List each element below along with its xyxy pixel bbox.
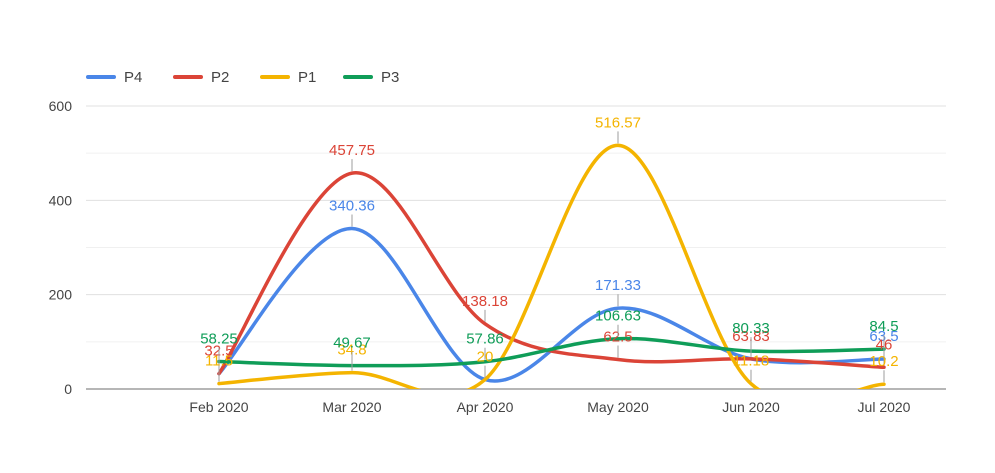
legend-item-p2[interactable]: P2 — [173, 69, 229, 86]
x-tick-label: Mar 2020 — [322, 399, 381, 415]
x-tick-label: Feb 2020 — [189, 399, 248, 415]
y-tick-label: 200 — [49, 287, 73, 303]
legend-label: P4 — [124, 69, 142, 86]
legend-item-p3[interactable]: P3 — [343, 69, 399, 86]
data-label: 63.83 — [732, 328, 770, 345]
data-label: 11.18 — [733, 353, 769, 370]
data-label: 10.2 — [869, 353, 898, 370]
data-label: 138.18 — [462, 293, 508, 310]
y-tick-label: 400 — [49, 192, 73, 208]
legend[interactable]: P4 P2 P1 P3 — [86, 69, 399, 86]
data-label: 340.36 — [329, 197, 375, 214]
data-label: 171.33 — [595, 277, 641, 294]
data-label: 457.75 — [329, 142, 375, 159]
data-label: 62.5 — [603, 329, 632, 346]
data-label: 516.57 — [595, 114, 641, 131]
series-line-p3[interactable] — [217, 336, 886, 368]
series-lines — [217, 143, 886, 401]
legend-label: P2 — [211, 69, 229, 86]
series-line-p2[interactable] — [217, 171, 886, 376]
data-label: 34.8 — [337, 342, 366, 359]
axes: 0 200 400 600 Feb 2020 Mar 2020 Apr 2020 May 20… — [49, 98, 946, 415]
legend-label: P1 — [298, 69, 316, 86]
data-label: 49.67 — [333, 335, 371, 352]
x-tick-label: Jun 2020 — [722, 399, 780, 415]
x-tick-label: May 2020 — [587, 399, 649, 415]
series-line-p1[interactable] — [217, 143, 886, 401]
x-tick-label: Apr 2020 — [457, 399, 514, 415]
gridlines — [86, 105, 946, 343]
data-label: 58.25 — [200, 331, 238, 348]
data-label: 80.33 — [732, 320, 770, 337]
data-label: 57.86 — [466, 331, 504, 348]
data-label: 106.63 — [595, 308, 641, 325]
x-tick-label: Jul 2020 — [858, 399, 911, 415]
legend-item-p1[interactable]: P1 — [260, 69, 316, 86]
data-label: 11.5 — [205, 353, 233, 370]
data-label: 84.5 — [869, 318, 898, 335]
y-tick-label: 600 — [49, 98, 73, 114]
legend-label: P3 — [381, 69, 399, 86]
legend-item-p4[interactable]: P4 — [86, 69, 142, 86]
y-tick-label: 0 — [64, 381, 72, 397]
